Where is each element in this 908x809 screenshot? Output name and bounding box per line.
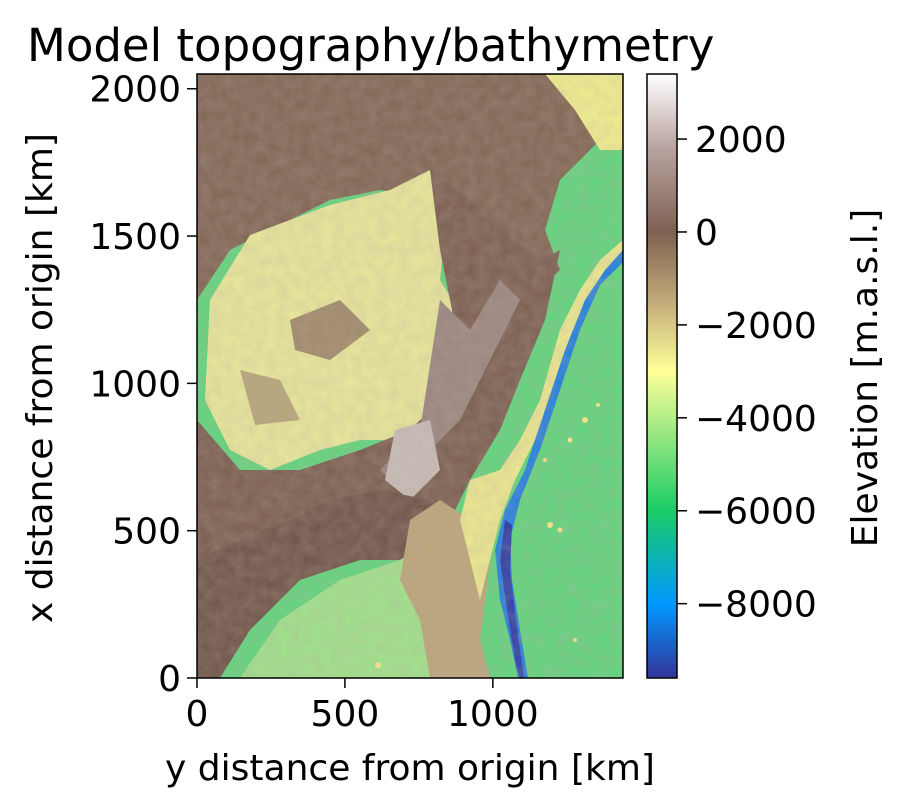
colorbar-tick-label: −2000	[695, 306, 817, 347]
colorbar-tick-label: 2000	[695, 120, 787, 161]
y-axis-label: x distance from origin [km]	[20, 133, 61, 623]
x-axis: 0 500 1000	[186, 678, 539, 735]
x-axis-label: y distance from origin [km]	[165, 748, 655, 789]
colorbar-tick-label: −8000	[695, 585, 817, 626]
y-tick-label: 0	[158, 659, 181, 700]
y-tick-label: 1500	[89, 217, 181, 258]
y-tick-label: 2000	[89, 70, 181, 111]
chart-title: Model topography/bathymetry	[27, 19, 714, 72]
y-tick-label: 1000	[89, 364, 181, 405]
plot-frame	[196, 73, 624, 679]
colorbar	[646, 73, 678, 679]
colorbar-tick-label: 0	[695, 213, 718, 254]
colorbar-ticks: 2000 0 −2000 −4000 −6000 −8000	[677, 120, 817, 626]
colorbar-tick-label: −4000	[695, 399, 817, 440]
y-axis: 0 500 1000 1500 2000	[89, 70, 197, 700]
colorbar-tick-label: −6000	[695, 492, 817, 533]
x-tick-label: 500	[311, 694, 380, 735]
y-tick-label: 500	[112, 512, 181, 553]
colorbar-label: Elevation [m.a.s.l.]	[845, 209, 886, 547]
heatmap-image	[197, 74, 623, 678]
x-tick-label: 0	[186, 694, 209, 735]
x-tick-label: 1000	[447, 694, 539, 735]
